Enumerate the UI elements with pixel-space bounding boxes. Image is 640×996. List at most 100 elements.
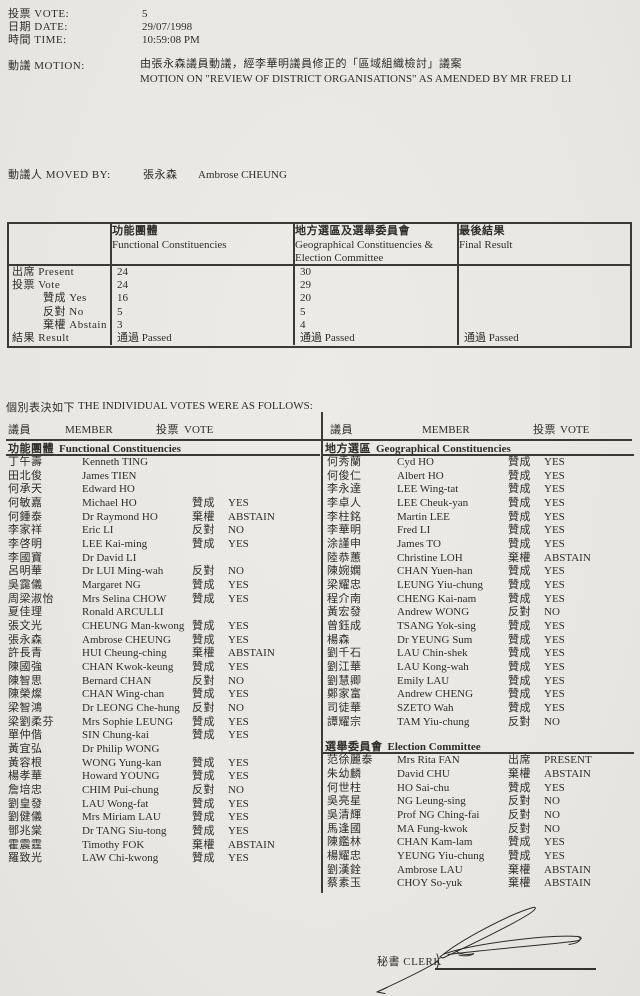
clerk-label: 秘書 CLERK xyxy=(377,956,442,968)
col-header-vote-cn-right: 投票 xyxy=(533,424,556,436)
moved-by-block: 動議人 MOVED BY: 張永森 Ambrose CHEUNG xyxy=(8,169,287,182)
member-name-en: LEE Wing-tat xyxy=(397,483,459,496)
member-name-cn: 吳清輝 xyxy=(327,809,362,822)
vote-value-cn: 反對 xyxy=(508,715,531,728)
member-name-en: Dr TANG Siu-tong xyxy=(82,825,167,838)
member-row: 涂謹申 James TO 贊成 YES xyxy=(323,538,634,552)
info-label: 時間 TIME: xyxy=(8,34,67,46)
member-row: 梁智鴻 Dr LEONG Che-hung 反對 NO xyxy=(6,702,320,716)
member-name-cn: 許長青 xyxy=(8,647,43,660)
member-name-en: YEUNG Yiu-chung xyxy=(397,850,485,863)
vote-value-cn: 贊成 xyxy=(508,524,531,537)
col-header-member-cn-left: 議員 xyxy=(8,424,31,436)
member-name-cn: 何承天 xyxy=(8,483,43,496)
member-row: 陳榮燦 CHAN Wing-chan 贊成 YES xyxy=(6,688,320,702)
member-name-en: Dr LUI Ming-wah xyxy=(82,565,164,578)
vote-value-en: YES xyxy=(228,825,249,838)
header-rule xyxy=(6,439,632,441)
summary-functional-value: 5 xyxy=(110,305,293,319)
vote-value-cn: 贊成 xyxy=(192,538,215,551)
member-row: 梁劉柔芬 Mrs Sophie LEUNG 贊成 YES xyxy=(6,716,320,730)
summary-functional-value: 24 xyxy=(110,266,293,280)
member-name-cn: 黃容根 xyxy=(8,756,43,769)
summary-row: 贊成 Yes 16 20 xyxy=(9,292,630,306)
vote-value-en: NO xyxy=(544,822,560,835)
member-name-en: Dr David LI xyxy=(82,551,137,564)
summary-header-functional-cn: 功能團體 xyxy=(112,225,158,237)
summary-row-label: 贊成 Yes xyxy=(43,292,87,305)
member-row: 何秀蘭 Cyd HO 贊成 YES xyxy=(323,456,634,470)
member-row: 吳靄儀 Margaret NG 贊成 YES xyxy=(6,579,320,593)
summary-final-value xyxy=(457,266,630,280)
member-name-cn: 陳婉嫻 xyxy=(327,565,362,578)
member-name-en: HUI Cheung-ching xyxy=(82,647,167,660)
info-value: 5 xyxy=(142,8,148,20)
info-row: 投票 VOTE: 5 xyxy=(8,8,632,21)
member-name-cn: 吳靄儀 xyxy=(8,579,43,592)
member-name-cn: 李國寶 xyxy=(8,551,43,564)
member-name-cn: 劉千石 xyxy=(327,647,362,660)
member-name-en: Kenneth TING xyxy=(82,456,149,468)
member-name-cn: 楊森 xyxy=(327,633,350,646)
member-row: 程介南 CHENG Kai-nam 贊成 YES xyxy=(323,593,634,607)
member-name-cn: 單仲偕 xyxy=(8,729,43,742)
vote-value-cn: 贊成 xyxy=(192,852,215,865)
member-name-en: David CHU xyxy=(397,768,450,781)
geographical-ec-column: 地方選區 Geographical Constituencies 何秀蘭 Cyd … xyxy=(323,443,634,891)
vote-value-cn: 贊成 xyxy=(508,661,531,674)
member-name-cn: 黃宏發 xyxy=(327,606,362,619)
member-row: 霍震霆 Timothy FOK 棄權 ABSTAIN xyxy=(6,839,320,853)
member-name-en: TSANG Yok-sing xyxy=(397,620,476,633)
vote-value-en: YES xyxy=(228,592,249,605)
vote-value-en: PRESENT xyxy=(544,754,592,767)
member-row: 劉皇發 LAU Wong-fat 贊成 YES xyxy=(6,798,320,812)
member-name-cn: 梁耀忠 xyxy=(327,579,362,592)
section-title-cn: 地方選區 xyxy=(325,443,371,455)
member-name-en: CHEUNG Man-kwong xyxy=(82,620,185,633)
member-name-en: Ronald ARCULLI xyxy=(82,606,164,619)
member-row: 陳婉嫻 CHAN Yuen-han 贊成 YES xyxy=(323,565,634,579)
member-name-en: HO Sai-chu xyxy=(397,781,450,794)
summary-header-geographical-cn: 地方選區及選舉委員會 xyxy=(295,225,410,237)
member-row: 夏佳理 Ronald ARCULLI xyxy=(6,606,320,620)
vote-value-en: NO xyxy=(228,784,244,797)
vote-value-cn xyxy=(192,552,228,566)
summary-final-value xyxy=(457,318,630,332)
mover-name-cn: 張永森 xyxy=(143,169,178,181)
summary-header-geographical: 地方選區及選舉委員會 Geographical Constituencies &… xyxy=(293,224,457,264)
summary-geographical-value: 通過 Passed xyxy=(293,331,457,346)
vote-value-en: YES xyxy=(228,688,249,701)
member-name-en: Martin LEE xyxy=(397,510,450,523)
vote-value-cn xyxy=(192,743,228,757)
summary-table-header: 功能團體 Functional Constituencies 地方選區及選舉委員… xyxy=(9,224,630,266)
summary-final-value xyxy=(457,305,630,319)
vote-value-cn: 贊成 xyxy=(192,620,215,633)
vote-value-cn xyxy=(192,606,228,620)
vote-value-cn: 贊成 xyxy=(508,469,531,482)
member-row: 李永達 LEE Wing-tat 贊成 YES xyxy=(323,483,634,497)
summary-row-label: 出席 Present xyxy=(12,266,75,278)
member-name-cn: 羅致光 xyxy=(8,852,43,865)
member-name-cn: 田北俊 xyxy=(8,469,43,482)
summary-geographical-value: 4 xyxy=(293,318,457,332)
member-row: 陳鑑林 CHAN Kam-lam 贊成 YES xyxy=(323,836,634,850)
vote-value-en: YES xyxy=(544,456,565,468)
vote-value-cn: 贊成 xyxy=(192,592,215,605)
vote-value-cn: 反對 xyxy=(508,795,531,808)
member-row: 陸恭蕙 Christine LOH 棄權 ABSTAIN xyxy=(323,552,634,566)
vote-value-cn: 贊成 xyxy=(508,647,531,660)
member-name-cn: 李柱銘 xyxy=(327,510,362,523)
vote-value-en: ABSTAIN xyxy=(544,768,591,781)
section-title-en: Geographical Constituencies xyxy=(376,443,511,455)
section-title-cn: 功能團體 xyxy=(8,443,54,455)
vote-value-en: YES xyxy=(544,538,565,551)
member-name-en: Christine LOH xyxy=(397,551,463,564)
member-name-cn: 楊耀忠 xyxy=(327,850,362,863)
member-name-cn: 曾鈺成 xyxy=(327,620,362,633)
member-row: 曾鈺成 TSANG Yok-sing 贊成 YES xyxy=(323,620,634,634)
member-name-cn: 張文光 xyxy=(8,620,43,633)
vote-value-cn: 贊成 xyxy=(508,674,531,687)
member-row: 李卓人 LEE Cheuk-yan 贊成 YES xyxy=(323,497,634,511)
vote-value-cn: 贊成 xyxy=(192,797,215,810)
vote-value-en: ABSTAIN xyxy=(228,838,275,851)
